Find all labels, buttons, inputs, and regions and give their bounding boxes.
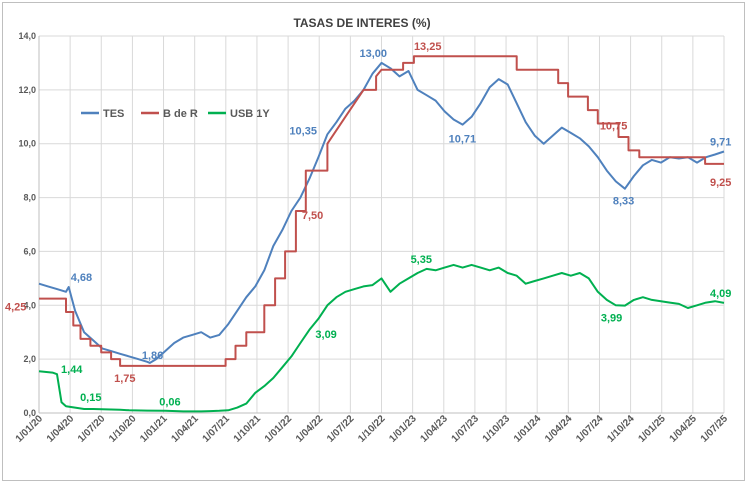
x-tick-label: 1/07/25 <box>699 413 731 445</box>
data-label: 8,33 <box>613 196 634 208</box>
legend-label-tes: TES <box>103 108 124 120</box>
series-line-usb-1y <box>38 263 725 413</box>
x-tick-label: 1/01/25 <box>636 413 668 445</box>
data-label: 1,44 <box>61 364 83 376</box>
data-label-layer: 13,00 10,35 4,68 1,86 10,71 8,33 9,71 13,25 10,7… <box>5 41 731 408</box>
data-label: 1,86 <box>142 350 163 362</box>
x-tick-label: 1/10/22 <box>356 413 388 445</box>
x-tick-label: 1/07/21 <box>201 413 233 445</box>
y-tick-label: 0,0 <box>23 408 36 418</box>
data-label: 7,50 <box>302 210 323 222</box>
x-tick-label: 1/10/21 <box>232 413 264 445</box>
data-label: 10,71 <box>449 134 477 146</box>
x-tick-label: 1/04/21 <box>169 413 201 445</box>
data-label: 4,68 <box>71 272 92 284</box>
data-label: 13,00 <box>360 48 388 60</box>
data-label: 1,75 <box>114 373 135 385</box>
x-tick-label: 1/01/21 <box>138 413 170 445</box>
x-tick-label: 1/07/22 <box>325 413 357 445</box>
x-tick-label: 1/01/22 <box>263 413 295 445</box>
x-tick-label: 1/10/23 <box>481 413 513 445</box>
series-line-b-de-r <box>39 55 724 367</box>
data-label: 0,15 <box>80 392 101 404</box>
data-label: 0,06 <box>159 396 180 408</box>
data-label: 10,75 <box>600 121 628 133</box>
x-tick-label: 1/01/24 <box>512 413 544 445</box>
x-tick-label: 1/07/23 <box>450 413 482 445</box>
x-tick-label: 1/07/20 <box>76 413 108 445</box>
y-tick-label: 4,0 <box>23 300 36 310</box>
y-tick-label: 2,0 <box>23 354 36 364</box>
data-label: 13,25 <box>414 41 442 53</box>
data-label: 10,35 <box>289 125 317 137</box>
y-tick-label: 10,0 <box>18 139 36 149</box>
series-layer <box>38 55 725 413</box>
x-tick-label: 1/07/24 <box>574 413 606 445</box>
data-label: 5,35 <box>411 254 432 266</box>
legend-label-b-de-r: B de R <box>163 108 198 120</box>
y-tick-label: 6,0 <box>23 246 36 256</box>
x-tick-label: 1/04/20 <box>45 413 77 445</box>
x-tick-label: 1/10/24 <box>605 413 637 445</box>
data-label: 9,71 <box>710 137 731 149</box>
data-label: 3,09 <box>315 329 336 341</box>
series-line-tes <box>38 61 725 364</box>
data-label: 3,99 <box>601 313 622 325</box>
x-tick-label: 1/04/23 <box>419 413 451 445</box>
x-tick-label: 1/04/24 <box>543 413 575 445</box>
y-tick-label: 12,0 <box>18 85 36 95</box>
y-tick-label: 8,0 <box>23 193 36 203</box>
data-label: 4,25 <box>5 302 26 314</box>
data-label: 9,25 <box>710 177 731 189</box>
x-tick-label: 1/01/23 <box>387 413 419 445</box>
y-tick-label: 14,0 <box>18 31 36 41</box>
legend: TES B de R USB 1Y <box>81 108 270 120</box>
chart-title: TASAS DE INTERES (%) <box>293 16 430 30</box>
x-tick-label: 1/04/22 <box>294 413 326 445</box>
x-tick-label: 1/10/20 <box>107 413 139 445</box>
data-label: 4,09 <box>710 288 731 300</box>
interest-rates-chart: TASAS DE INTERES (%) 0,0 2,0 4,0 6,0 8,0 10,0… <box>5 16 731 445</box>
legend-label-usb-1y: USB 1Y <box>230 108 270 120</box>
x-tick-label: 1/04/25 <box>668 413 700 445</box>
grid-layer <box>38 35 725 414</box>
